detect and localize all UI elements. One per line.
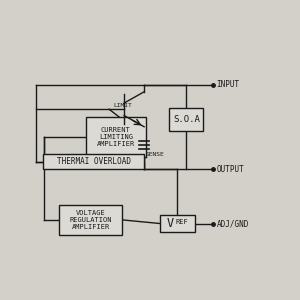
Text: V: V bbox=[167, 217, 174, 230]
Bar bbox=[160, 215, 195, 232]
Text: ADJ/GND: ADJ/GND bbox=[217, 219, 249, 228]
Text: REF: REF bbox=[175, 219, 188, 225]
Text: LIMIT: LIMIT bbox=[113, 103, 132, 108]
Text: INPUT: INPUT bbox=[217, 80, 240, 89]
Text: THERMAI OVERLOAD: THERMAI OVERLOAD bbox=[56, 158, 130, 166]
Bar bbox=[86, 117, 146, 158]
Text: S.O.A: S.O.A bbox=[173, 115, 200, 124]
Text: SENSE: SENSE bbox=[146, 152, 164, 158]
Bar bbox=[59, 205, 122, 235]
Bar bbox=[43, 154, 144, 169]
Text: VOLTAGE
REGULATION
AMPLIFIER: VOLTAGE REGULATION AMPLIFIER bbox=[69, 210, 112, 230]
Text: CURRENT
LIMITING
AMPLIFIER: CURRENT LIMITING AMPLIFIER bbox=[97, 128, 135, 147]
Text: OUTPUT: OUTPUT bbox=[217, 165, 244, 174]
Bar bbox=[169, 108, 203, 131]
